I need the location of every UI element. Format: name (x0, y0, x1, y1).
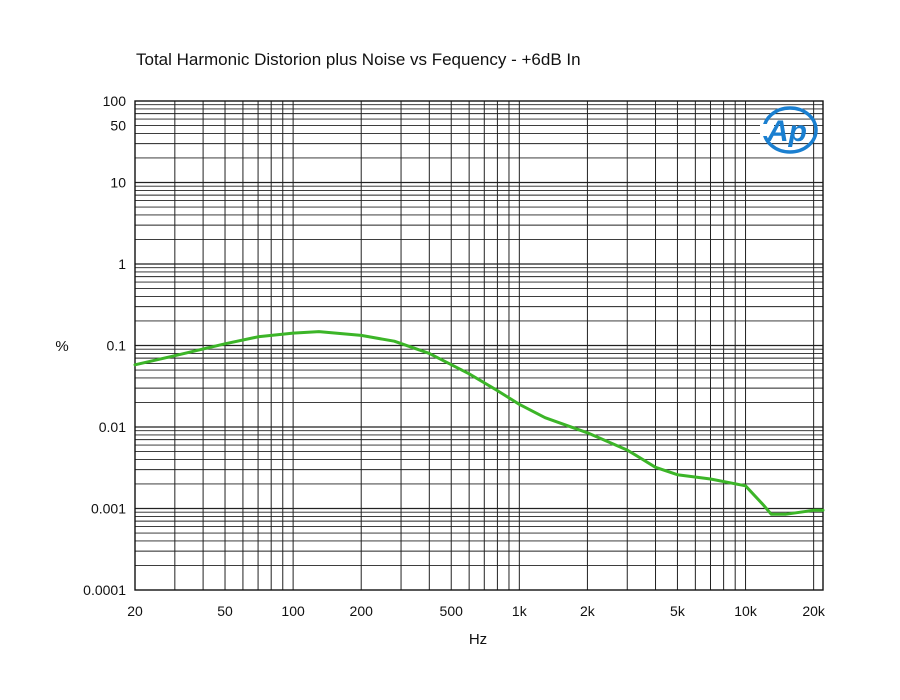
ap-logo-icon: Ap (760, 106, 818, 154)
plot-frame (134, 100, 824, 591)
series-line (133, 330, 825, 516)
x-tick-label: 2k (580, 603, 596, 619)
y-tick-label: 10 (110, 175, 126, 191)
chart-title: Total Harmonic Distorion plus Noise vs F… (136, 50, 581, 69)
x-tick-label: 5k (670, 603, 686, 619)
y-tick-label: 100 (103, 93, 127, 109)
x-axis-title: Hz (469, 631, 487, 648)
y-axis-title: % (55, 338, 68, 355)
y-tick-label: 0.1 (107, 338, 127, 354)
x-tick-label: 200 (350, 603, 374, 619)
x-tick-label: 20k (802, 603, 826, 619)
x-tick-label: 50 (217, 603, 233, 619)
x-tick-label: 100 (281, 603, 305, 619)
y-tick-label: 1 (118, 256, 126, 272)
y-tick-labels: 100 50 10 1 0.1 0.01 0.001 0.0001 (83, 93, 126, 598)
x-tick-label: 20 (127, 603, 143, 619)
y-tick-label: 0.01 (99, 419, 126, 435)
logo-text: Ap (766, 115, 807, 148)
x-tick-labels: 20 50 100 200 500 1k 2k 5k 10k 20k (127, 603, 826, 619)
grid (134, 101, 823, 590)
y-tick-label: 0.0001 (83, 582, 126, 598)
x-tick-label: 1k (512, 603, 528, 619)
x-tick-label: 10k (734, 603, 758, 619)
y-tick-label: 0.001 (91, 501, 126, 517)
x-tick-label: 500 (440, 603, 464, 619)
y-tick-label: 50 (110, 118, 126, 134)
series-layer (133, 330, 825, 516)
